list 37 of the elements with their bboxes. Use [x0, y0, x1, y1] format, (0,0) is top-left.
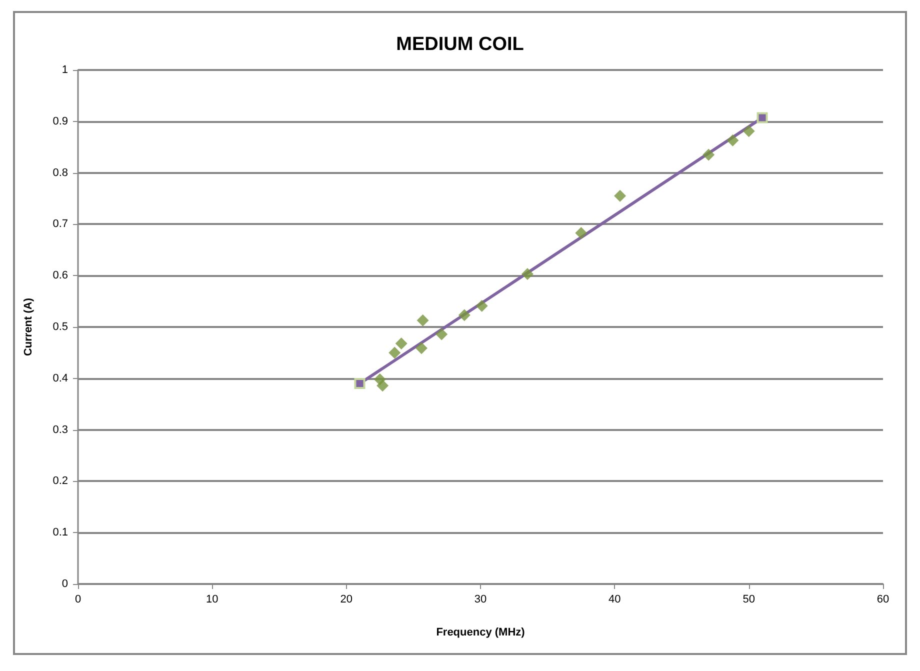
chart-title: MEDIUM COIL [396, 34, 524, 55]
y-tick-label: 0.6 [52, 270, 68, 282]
x-tick-label: 10 [206, 594, 218, 606]
point [416, 314, 429, 326]
point [702, 148, 715, 161]
point [614, 190, 626, 202]
x-axis-title: Frequency (MHz) [436, 626, 526, 638]
point [415, 342, 428, 354]
y-tick-label: 0.4 [52, 372, 68, 384]
x-tick-label: 0 [74, 594, 82, 606]
y-tick-label: 0.3 [52, 424, 68, 436]
x-tick-label: 20 [340, 594, 352, 606]
y-tick-label: 0.8 [52, 166, 68, 179]
point [436, 328, 448, 340]
x-tick-label: 50 [742, 594, 755, 606]
point [458, 309, 470, 322]
point [575, 226, 588, 239]
x-tick-label: 30 [474, 594, 487, 606]
y-tick-label: 0.9 [52, 115, 68, 128]
point [476, 300, 488, 312]
y-tick-label: 0.1 [52, 526, 68, 539]
point [726, 134, 739, 146]
point [742, 125, 755, 138]
point [756, 112, 768, 124]
point [395, 337, 408, 350]
point [521, 268, 534, 280]
x-tick-label: 60 [876, 594, 890, 606]
y-tick-label: 0.2 [52, 475, 68, 488]
point [376, 380, 389, 392]
y-tick-label: 0.7 [52, 218, 68, 230]
point [388, 346, 401, 359]
y-tick-label: 0 [62, 578, 68, 590]
point [354, 378, 366, 390]
y-axis-title: Current (A) [22, 298, 34, 356]
y-tick-label: 0.5 [52, 321, 68, 333]
y-tick-label: 1 [62, 64, 68, 76]
x-tick-label: 40 [608, 594, 621, 606]
